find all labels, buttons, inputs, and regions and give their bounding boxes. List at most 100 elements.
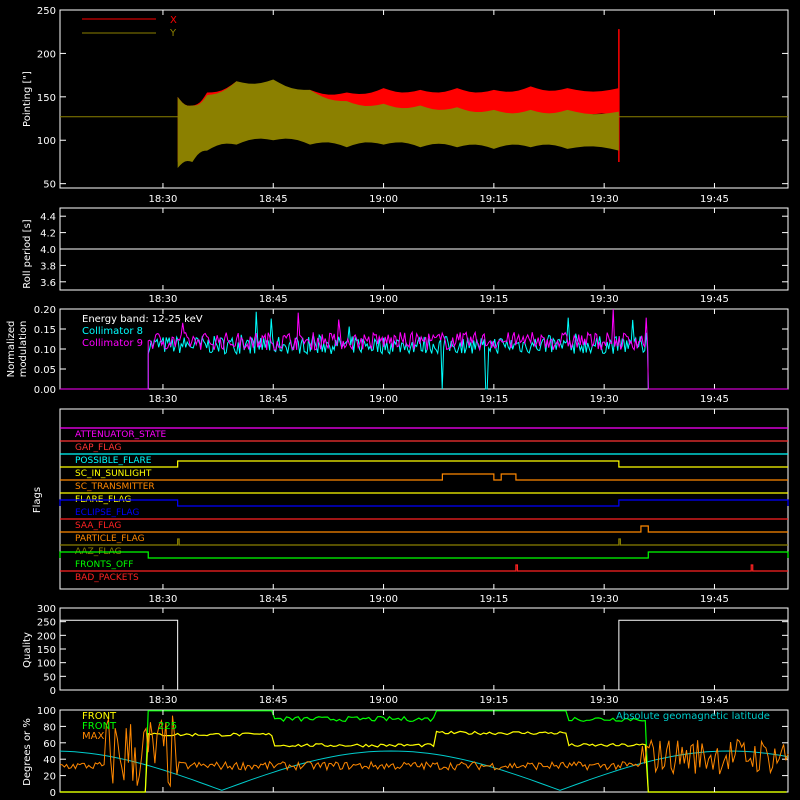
degrees-panel: Degrees or % 0 20 40 60 80 100 FRONT FRONT 22… [22,706,789,799]
x-tick-label: 19:00 [369,695,398,706]
geomagnetic-latitude-line [59,750,789,791]
x-tick-label: 18:30 [149,294,178,305]
x-tick-label: 19:15 [479,695,508,706]
x-tick-label: 18:45 [259,695,288,706]
x-tick-label: 19:30 [590,394,619,405]
x-tick-label: 19:30 [590,294,619,305]
x-tick-label: 18:45 [259,194,288,205]
flag-line-fronts-off [59,551,789,559]
energy-band-annotation: Energy band: 12-25 keV [82,314,203,325]
x-tick-label: 19:15 [479,594,508,605]
front-ratio-line [60,730,787,793]
flag-label-bad-packets: BAD_PACKETS [75,573,139,583]
modulation-line-collimator-9 [60,308,788,390]
x-tick-label: 18:45 [259,394,288,405]
flag-label-sc-transmitter: SC_TRANSMITTER [75,482,155,492]
legend-label-collimator-8: Collimator 8 [82,326,143,337]
y-tick-label: 0 [50,686,56,697]
x-tick-label: 18:45 [259,594,288,605]
y-tick-label: 100 [37,136,56,147]
flags-axes-box [59,408,789,590]
y-tick-label: 4.2 [40,229,56,240]
y-tick-label: 3.6 [40,278,56,289]
flags-ylabel: Flags [32,487,43,513]
flag-line-particle-flag [60,525,788,533]
x-tick-label: 19:15 [479,294,508,305]
degrees-axes-box [59,709,789,793]
x-tick-label: 19:00 [369,394,398,405]
quality-ylabel: Quality [22,632,33,668]
x-tick-label: 19:30 [590,194,619,205]
y-tick-label: 0 [50,788,56,799]
x-tick-label: 19:45 [700,394,729,405]
y-tick-label: 100 [37,659,56,670]
pointing-ylabel: Pointing ["] [22,71,33,127]
y-tick-label: 0.15 [34,325,56,336]
modulation-panel: Normalized modulation 0.00 0.05 0.10 0.15 0.… [6,305,789,405]
pointing-panel: Pointing ["] 50 100 150 200 250 18:30 18:45 19… [22,6,789,205]
y-tick-label: 4.4 [40,212,56,223]
flag-label-fronts-off: FRONTS_OFF [75,560,133,570]
pointing-axes-box [59,9,789,189]
y-tick-label: 0.00 [34,385,56,396]
y-tick-label: 80 [43,722,56,733]
flag-line-eclipse-flag [59,499,789,507]
roll-period-panel: Roll period [s] 3.6 3.8 4.0 4.2 4.4 18:30 18:… [22,207,789,305]
x-tick-label: 18:30 [149,194,178,205]
y-tick-label: 50 [43,180,56,191]
flag-label-sc-in-sunlight: SC_IN_SUNLIGHT [75,469,152,479]
quality-line [60,619,788,691]
flag-label-possible-flare: POSSIBLE_FLARE [75,456,152,466]
x-tick-label: 19:45 [700,594,729,605]
flag-label-attenuator-state: ATTENUATOR_STATE [75,430,167,440]
y-tick-label: 300 [37,604,56,615]
legend-label-x: X [170,15,177,26]
pointing-band-y [177,79,619,169]
x-tick-label: 19:15 [479,194,508,205]
legend-label-max: MAX [82,731,104,742]
degrees-ylabel: Degrees or % [22,718,33,786]
x-tick-label: 19:45 [700,194,729,205]
legend-label-225: 225 [158,721,177,732]
y-tick-label: 4.0 [40,245,56,256]
geomagnetic-latitude-label: Absolute geomagnetic latitude [616,711,770,722]
y-tick-label: 0.05 [34,365,56,376]
x-tick-label: 18:45 [259,294,288,305]
flag-line-aaz-flag [60,538,788,546]
y-tick-label: 250 [37,618,56,629]
flag-line-bad-packets [60,564,788,572]
y-tick-label: 200 [37,49,56,60]
y-tick-label: 150 [37,645,56,656]
y-tick-label: 40 [43,755,56,766]
flag-label-gap-flag: GAP_FLAG [75,443,121,453]
flag-line-sc-transmitter [60,473,788,481]
legend-label-front: FRONT [82,711,117,722]
flag-line-sc-in-sunlight [60,460,788,468]
legend-label-y: Y [169,28,177,39]
y-tick-label: 20 [43,772,56,783]
max-det-livetime-line [59,715,789,788]
x-tick-label: 19:45 [700,695,729,706]
roll-ylabel: Roll period [s] [22,219,33,288]
flag-label-particle-flag: PARTICLE_FLAG [75,534,145,544]
y-tick-label: 60 [43,739,56,750]
x-tick-label: 19:15 [479,394,508,405]
y-tick-label: 150 [37,93,56,104]
x-tick-label: 19:30 [590,594,619,605]
modulation-ylabel-line2: modulation [18,321,29,378]
x-tick-label: 19:00 [369,194,398,205]
modulation-line-collimator-8 [60,311,788,390]
y-tick-label: 50 [43,672,56,683]
x-tick-label: 19:30 [590,695,619,706]
flag-label-saa-flag: SAA_FLAG [75,521,121,531]
x-tick-label: 19:45 [700,294,729,305]
x-tick-label: 18:30 [149,394,178,405]
y-tick-label: 200 [37,631,56,642]
y-tick-label: 250 [37,6,56,17]
x-tick-label: 19:00 [369,294,398,305]
y-tick-label: 3.8 [40,261,56,272]
flags-panel: Flags 18:30 18:45 19:00 19:15 19:30 19:45 ATT… [32,408,789,605]
y-tick-label: 0.10 [34,345,56,356]
pointing-legend: X Y [82,15,177,39]
